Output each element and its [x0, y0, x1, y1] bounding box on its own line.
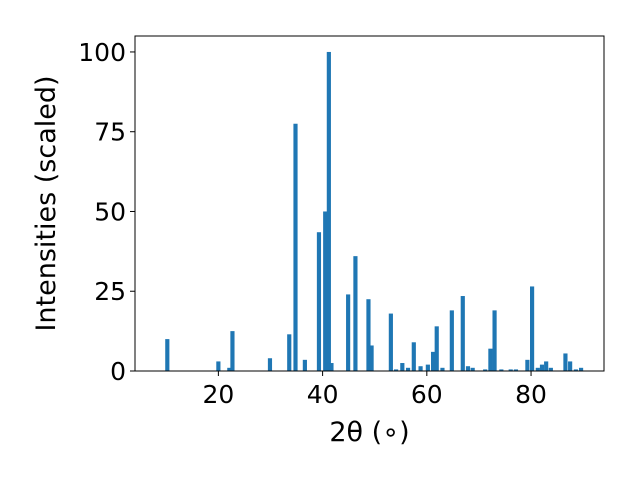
bar [544, 361, 549, 371]
bar [568, 361, 573, 371]
bar [425, 364, 430, 371]
bar [535, 367, 540, 371]
bar [483, 369, 488, 371]
bar [465, 366, 471, 371]
bar [316, 232, 322, 371]
bar [578, 367, 584, 371]
x-tick-label: 80 [515, 380, 547, 409]
bar [287, 334, 292, 371]
bar [293, 123, 298, 371]
x-tick-label: 60 [411, 380, 443, 409]
bar [530, 286, 535, 371]
bar [369, 345, 374, 371]
bar [525, 359, 530, 371]
bar [393, 369, 399, 371]
y-axis: 0 25 50 75 100 [78, 38, 135, 386]
x-axis-label: 2θ (∘) [329, 417, 409, 448]
bar [346, 294, 351, 371]
bar [430, 351, 436, 371]
bar [440, 367, 445, 371]
y-tick-label: 25 [94, 277, 126, 306]
bar [508, 369, 513, 371]
y-tick-label: 50 [94, 197, 126, 226]
x-axis: 20 40 60 80 [202, 371, 547, 409]
x-tick-label: 20 [202, 380, 234, 409]
bar [267, 358, 273, 371]
bar [434, 326, 439, 371]
bar [563, 353, 568, 371]
bar [411, 342, 416, 371]
bar [366, 299, 371, 371]
bar [449, 310, 454, 371]
bar [405, 367, 411, 371]
bar [326, 51, 331, 371]
bar [470, 367, 475, 371]
y-tick-label: 0 [110, 357, 126, 386]
bar [499, 369, 504, 371]
bar [216, 361, 221, 371]
bar [165, 339, 170, 371]
bar [302, 359, 307, 371]
x-tick-label: 40 [307, 380, 339, 409]
plot-frame [134, 35, 605, 372]
bar [388, 313, 393, 371]
bar [230, 331, 235, 371]
bar [227, 367, 232, 371]
bar [548, 367, 553, 371]
y-tick-label: 75 [94, 118, 126, 147]
bar [492, 310, 497, 371]
y-axis-label: Intensities (scaled) [31, 75, 62, 331]
bar [460, 296, 465, 371]
bar [400, 363, 405, 371]
bar [353, 256, 358, 371]
bar [513, 369, 519, 371]
bar [573, 369, 578, 371]
bar [488, 348, 493, 371]
y-tick-label: 100 [78, 38, 126, 67]
bar [329, 363, 334, 371]
bar-series [165, 51, 584, 371]
bar [323, 211, 328, 371]
bar [418, 366, 423, 371]
bar [539, 364, 545, 371]
